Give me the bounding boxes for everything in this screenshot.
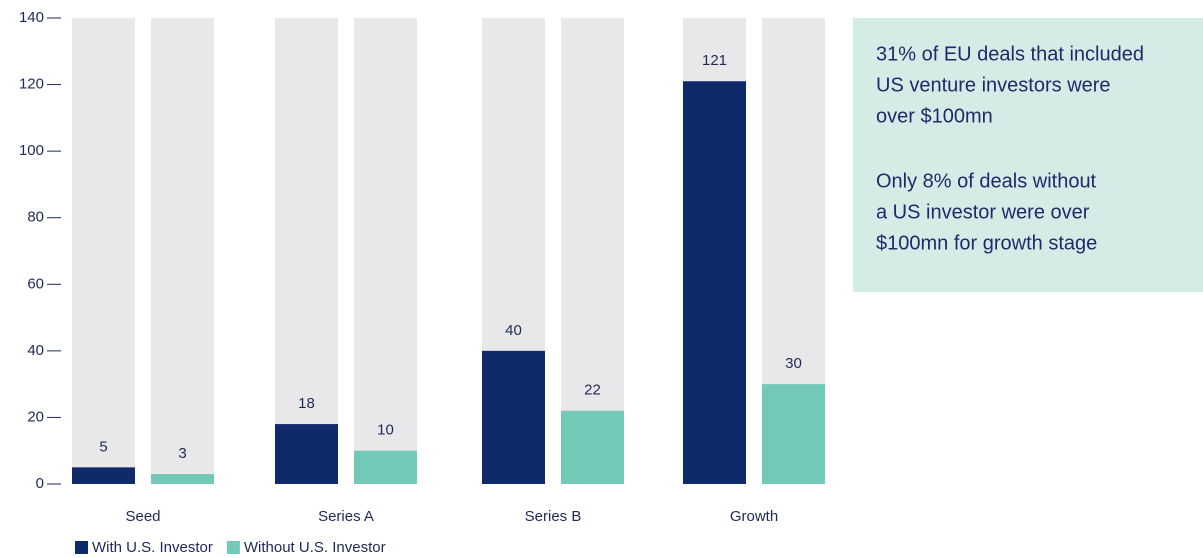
- y-tick-label: 60: [27, 275, 44, 292]
- data-label: 3: [178, 445, 186, 462]
- legend-swatch: [226, 541, 240, 554]
- legend-label: Without U.S. Investor: [244, 539, 386, 556]
- data-label: 5: [99, 438, 107, 455]
- legend-label: With U.S. Investor: [92, 539, 213, 556]
- y-tick-label: 140: [19, 9, 44, 26]
- annotation-text: 31% of EU deals that included: [876, 43, 1144, 65]
- y-tick-label: 100: [19, 142, 44, 159]
- x-tick-label: Series B: [525, 508, 582, 525]
- bar: [151, 474, 214, 484]
- x-tick-label: Seed: [125, 508, 160, 525]
- bar: [561, 410, 624, 484]
- annotation-text: a US investor were over: [876, 201, 1090, 223]
- x-tick-label: Series A: [318, 508, 374, 525]
- data-label: 30: [785, 355, 802, 372]
- bar: [683, 81, 746, 484]
- bar: [762, 384, 825, 484]
- annotation-text: over $100mn: [876, 105, 993, 127]
- bar-background: [354, 18, 417, 484]
- data-label: 18: [298, 395, 315, 412]
- x-tick-label: Growth: [730, 508, 778, 525]
- data-label: 40: [505, 322, 522, 339]
- y-tick-label: 40: [27, 342, 44, 359]
- bar-background: [72, 18, 135, 484]
- annotation-text: US venture investors were: [876, 74, 1111, 96]
- y-tick-label: 120: [19, 76, 44, 93]
- bar-background: [151, 18, 214, 484]
- y-tick-label: 0: [36, 475, 44, 492]
- bar-background: [275, 18, 338, 484]
- annotation-text: $100mn for growth stage: [876, 232, 1097, 254]
- bar: [72, 467, 135, 484]
- y-tick-label: 80: [27, 209, 44, 226]
- annotation-text: Only 8% of deals without: [876, 170, 1097, 192]
- data-label: 10: [377, 422, 394, 439]
- bar: [354, 450, 417, 484]
- bar-background: [561, 18, 624, 484]
- y-tick-label: 20: [27, 408, 44, 425]
- legend-swatch: [75, 541, 88, 554]
- bar: [275, 424, 338, 484]
- annotation-box: [853, 18, 1203, 292]
- bar: [482, 350, 545, 484]
- data-label: 22: [584, 382, 601, 399]
- data-label: 121: [702, 52, 727, 69]
